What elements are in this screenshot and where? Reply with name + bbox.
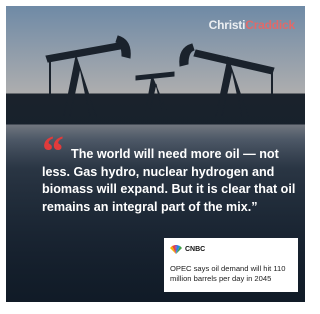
- logo: CNBC: [170, 245, 205, 254]
- graphic: ChristiCraddick “ The world will need mo…: [6, 6, 305, 302]
- headline: OPEC says oil demand will hit 110 millio…: [170, 264, 296, 284]
- brand: ChristiCraddick: [209, 18, 295, 32]
- brand-last: Craddick: [245, 18, 295, 32]
- brand-first: Christi: [209, 18, 246, 32]
- page: {"brand": {"first": "Christi", "last": "…: [0, 6, 311, 314]
- source: CNBC: [185, 246, 205, 253]
- peacock-icon: [170, 245, 182, 254]
- news-card: CNBC OPEC says oil demand will hit 110 m…: [164, 238, 298, 292]
- quote-text: The world will need more oil — not less.…: [42, 146, 304, 216]
